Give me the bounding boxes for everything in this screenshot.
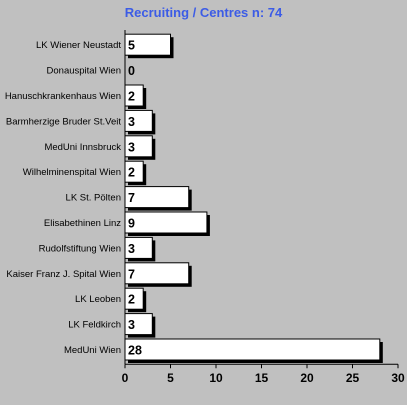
value-label: 3 xyxy=(128,115,135,129)
category-label: LK St. Pölten xyxy=(66,193,121,204)
category-label: MedUni Innsbruck xyxy=(44,142,121,153)
x-tick-label: 30 xyxy=(391,371,405,385)
value-label: 3 xyxy=(128,318,135,332)
value-label: 2 xyxy=(128,90,135,104)
x-tick-label: 10 xyxy=(209,371,223,385)
x-tick-label: 0 xyxy=(122,371,129,385)
value-label: 28 xyxy=(128,344,142,358)
category-label: LK Leoben xyxy=(75,294,121,305)
category-label: Elisabethinen Linz xyxy=(44,218,121,229)
bar xyxy=(124,338,381,361)
value-label: 0 xyxy=(128,64,135,78)
category-label: Donauspital Wien xyxy=(47,66,121,77)
category-label: Kaiser Franz J. Spital Wien xyxy=(6,269,121,280)
value-label: 5 xyxy=(128,39,135,53)
value-label: 2 xyxy=(128,293,135,307)
value-label: 3 xyxy=(128,242,135,256)
x-tick-label: 15 xyxy=(255,371,269,385)
value-label: 7 xyxy=(128,267,135,281)
x-tick-label: 5 xyxy=(167,371,174,385)
category-label: LK Wiener Neustadt xyxy=(36,40,121,51)
value-label: 9 xyxy=(128,217,135,231)
category-label: Hanuschkrankenhaus Wien xyxy=(5,91,121,102)
x-tick-label: 25 xyxy=(346,371,360,385)
value-label: 2 xyxy=(128,166,135,180)
category-label: MedUni Wien xyxy=(64,345,121,356)
value-label: 3 xyxy=(128,140,135,154)
x-tick-label: 20 xyxy=(300,371,314,385)
chart-title: Recruiting / Centres n: 74 xyxy=(124,5,283,20)
category-label: Barmherzige Bruder St.Veit xyxy=(6,116,121,127)
bar xyxy=(124,211,208,234)
category-label: Wilhelminenspital Wien xyxy=(23,167,121,178)
value-label: 7 xyxy=(128,191,135,205)
category-label: Rudolfstiftung Wien xyxy=(39,243,121,254)
category-label: LK Feldkirch xyxy=(68,320,121,331)
